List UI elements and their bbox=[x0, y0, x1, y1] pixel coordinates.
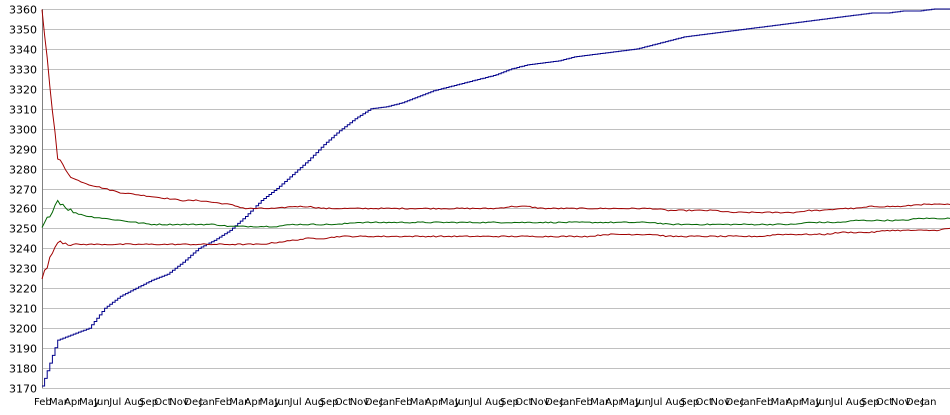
series-line-1 bbox=[42, 8, 950, 387]
y-tick-label: 3230 bbox=[9, 263, 37, 276]
x-tick-label: Oct bbox=[335, 397, 352, 408]
x-tick-label: Apr bbox=[64, 397, 82, 408]
x-tick-label: May bbox=[801, 397, 822, 408]
y-tick-label: 3180 bbox=[9, 363, 37, 376]
y-tick-label: 3200 bbox=[9, 323, 37, 336]
x-tick-label: Aug bbox=[305, 397, 325, 408]
x-tick-label: Aug bbox=[665, 397, 685, 408]
x-tick-label: Sep bbox=[680, 397, 699, 408]
x-tick-label: Feb bbox=[395, 397, 413, 408]
x-tick-label: Nov bbox=[891, 397, 911, 408]
x-tick-label: Mar bbox=[771, 397, 791, 408]
series-line-3 bbox=[41, 199, 950, 228]
y-tick-label: 3190 bbox=[9, 343, 37, 356]
x-tick-label: Jun bbox=[815, 397, 832, 408]
y-tick-label: 3250 bbox=[9, 223, 37, 236]
y-tick-label: 3340 bbox=[9, 44, 37, 57]
x-tick-label: Apr bbox=[605, 397, 623, 408]
x-tick-label: Feb bbox=[34, 397, 52, 408]
x-tick-label: Mar bbox=[410, 397, 430, 408]
y-tick-label: 3280 bbox=[9, 164, 37, 177]
x-tick-label: Jul bbox=[289, 397, 302, 408]
x-tick-label: Jan bbox=[559, 397, 575, 408]
x-tick-label: Jan bbox=[740, 397, 756, 408]
x-tick-label: Feb bbox=[575, 397, 593, 408]
y-axis-tick-labels: 3170 3180 3190 3200 3210 3220 3230 3240 3250 3260… bbox=[9, 4, 37, 396]
x-tick-label: Jun bbox=[274, 397, 291, 408]
x-tick-label: Dec bbox=[726, 397, 745, 408]
x-tick-label: Oct bbox=[154, 397, 171, 408]
y-tick-label: 3310 bbox=[9, 104, 37, 117]
x-tick-label: Apr bbox=[245, 397, 263, 408]
series-line-2 bbox=[41, 9, 950, 214]
x-tick-label: Aug bbox=[124, 397, 144, 408]
x-tick-label: Jul bbox=[649, 397, 662, 408]
y-tick-label: 3290 bbox=[9, 144, 37, 157]
x-tick-label: Jul bbox=[830, 397, 843, 408]
x-tick-label: Jun bbox=[454, 397, 471, 408]
x-tick-label: Dec bbox=[365, 397, 384, 408]
series-lines bbox=[41, 8, 950, 387]
y-tick-label: 3260 bbox=[9, 203, 37, 216]
x-tick-label: Mar bbox=[49, 397, 69, 408]
x-tick-label: Apr bbox=[425, 397, 443, 408]
y-tick-label: 3220 bbox=[9, 283, 37, 296]
x-tick-label: Nov bbox=[530, 397, 550, 408]
y-tick-label: 3210 bbox=[9, 303, 37, 316]
x-tick-label: Oct bbox=[515, 397, 532, 408]
x-tick-label: Sep bbox=[500, 397, 519, 408]
series-line-4 bbox=[41, 227, 950, 280]
x-tick-label: May bbox=[79, 397, 100, 408]
x-tick-label: Mar bbox=[590, 397, 610, 408]
x-tick-label: Feb bbox=[214, 397, 232, 408]
x-tick-label: Jun bbox=[634, 397, 651, 408]
y-tick-label: 3320 bbox=[9, 84, 37, 97]
y-tick-label: 3270 bbox=[9, 184, 37, 197]
y-tick-label: 3360 bbox=[9, 4, 37, 17]
y-tick-label: 3330 bbox=[9, 64, 37, 77]
x-tick-label: Aug bbox=[485, 397, 505, 408]
x-tick-label: Nov bbox=[711, 397, 731, 408]
x-tick-label: Dec bbox=[184, 397, 203, 408]
x-tick-label: Jan bbox=[920, 397, 936, 408]
x-tick-label: May bbox=[440, 397, 461, 408]
x-tick-label: Nov bbox=[169, 397, 189, 408]
x-tick-label: Oct bbox=[876, 397, 893, 408]
x-tick-label: May bbox=[620, 397, 641, 408]
x-tick-label: Jul bbox=[469, 397, 482, 408]
x-tick-label: Oct bbox=[696, 397, 713, 408]
x-tick-label: Mar bbox=[229, 397, 249, 408]
y-tick-label: 3350 bbox=[9, 24, 37, 37]
y-tick-label: 3240 bbox=[9, 243, 37, 256]
x-tick-label: Aug bbox=[846, 397, 866, 408]
x-tick-label: Jan bbox=[379, 397, 395, 408]
x-tick-label: Jan bbox=[198, 397, 214, 408]
x-tick-label: Jul bbox=[108, 397, 121, 408]
x-tick-label: Dec bbox=[545, 397, 564, 408]
y-tick-label: 3300 bbox=[9, 124, 37, 137]
x-tick-label: Sep bbox=[861, 397, 880, 408]
x-tick-label: Nov bbox=[350, 397, 370, 408]
x-tick-label: May bbox=[260, 397, 281, 408]
x-tick-label: Apr bbox=[786, 397, 804, 408]
x-tick-label: Feb bbox=[756, 397, 774, 408]
gridlines bbox=[42, 9, 950, 389]
y-tick-label: 3170 bbox=[9, 383, 37, 396]
x-tick-label: Sep bbox=[139, 397, 158, 408]
x-tick-label: Sep bbox=[320, 397, 339, 408]
x-tick-label: Jun bbox=[93, 397, 110, 408]
x-tick-label: Dec bbox=[906, 397, 925, 408]
